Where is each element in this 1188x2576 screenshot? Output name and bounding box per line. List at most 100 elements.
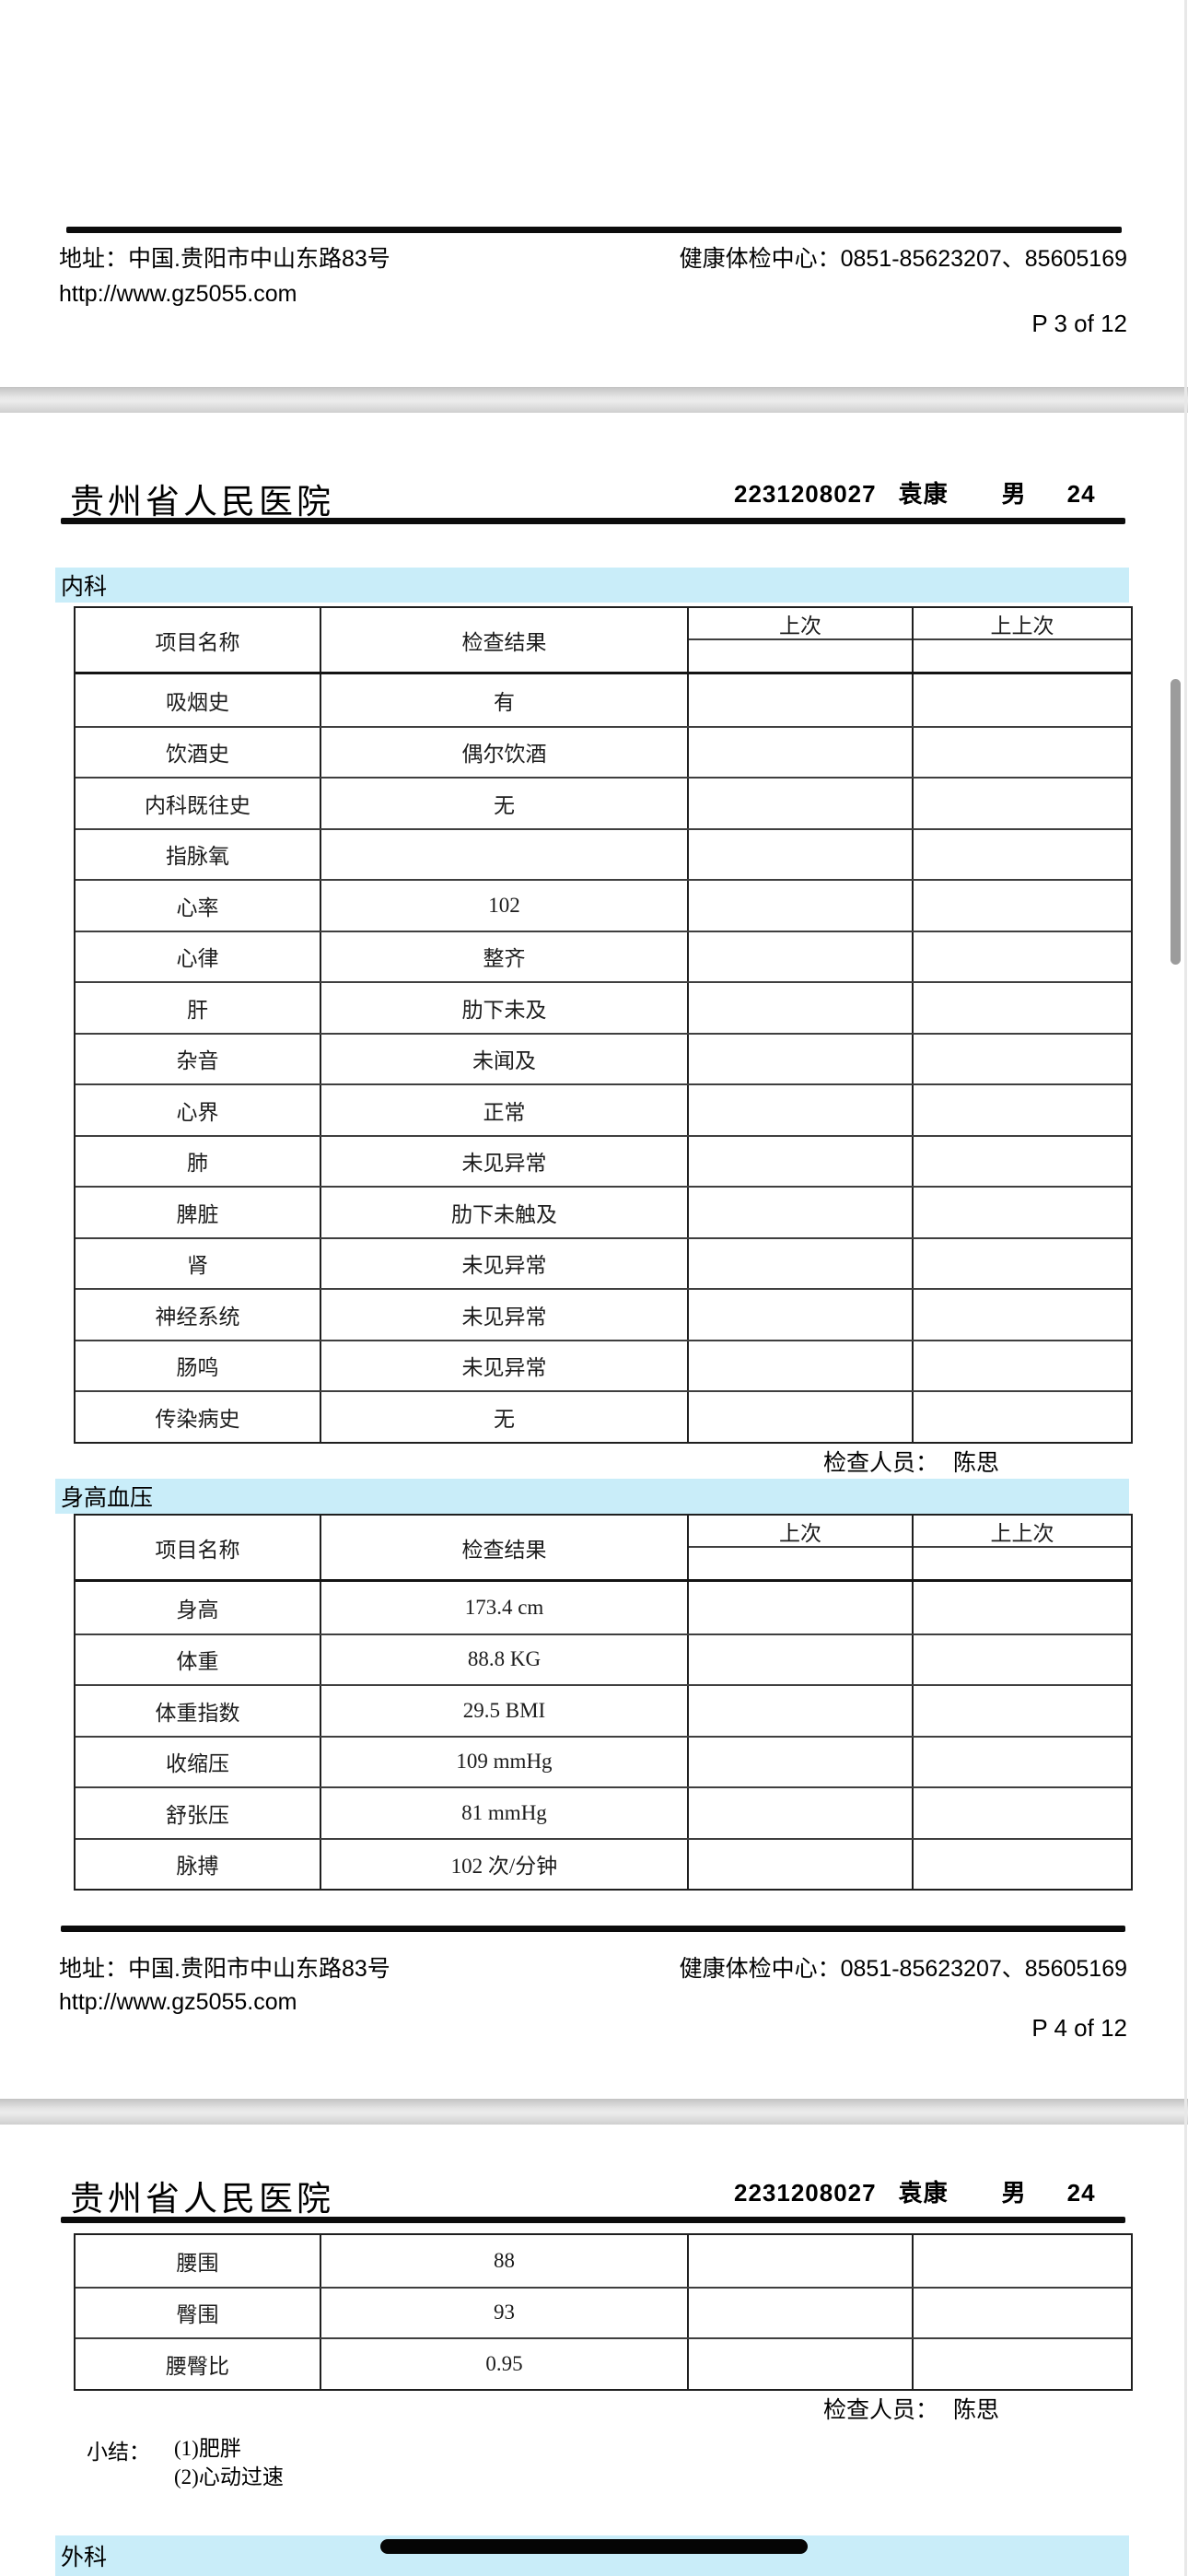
page4-website-text: http://www.gz5055.com <box>59 1989 297 2015</box>
table-row: 心律 整齐 <box>76 930 1131 981</box>
table-row: 腰臀比 0.95 <box>76 2337 1131 2389</box>
result-cell: 93 <box>320 2288 687 2337</box>
previous2-cell <box>912 1788 1131 1838</box>
previous-cell <box>687 931 912 981</box>
table-row: 肾 未见异常 <box>76 1236 1131 1288</box>
previous-cell <box>687 1290 912 1340</box>
examiner-line: 检查人员： 陈思 <box>823 2392 999 2425</box>
result-cell: 102 次/分钟 <box>320 1839 687 1889</box>
previous-cell <box>687 1392 912 1442</box>
previous-cell <box>687 2288 912 2337</box>
patient-gender: 男 <box>1001 2179 1027 2207</box>
table-row: 肠鸣 未见异常 <box>76 1339 1131 1390</box>
result-cell: 0.95 <box>320 2339 687 2389</box>
header-previous-sub <box>689 1548 912 1579</box>
item-name-cell: 内科既往史 <box>145 793 250 817</box>
previous2-cell <box>912 1188 1131 1237</box>
result-cell: 正常 <box>320 1085 687 1135</box>
result-cell: 88 <box>320 2235 687 2287</box>
scrollbar[interactable] <box>1171 679 1181 965</box>
previous-cell <box>687 1085 912 1135</box>
header-result: 检查结果 <box>320 1516 687 1579</box>
page4-phone-text: 健康体检中心：0851-85623207、85605169 <box>679 1956 1127 1982</box>
table-row: 吸烟史 有 <box>76 674 1131 726</box>
home-indicator[interactable] <box>380 2539 808 2554</box>
table-row: 脉搏 102 次/分钟 <box>76 1837 1131 1889</box>
previous2-cell <box>912 1136 1131 1186</box>
page4-footer-rule <box>61 1926 1125 1932</box>
page4-header-rule <box>61 518 1125 524</box>
table-row: 内科既往史 无 <box>76 777 1131 828</box>
previous-cell <box>687 1188 912 1237</box>
previous2-cell <box>912 779 1131 828</box>
patient-info-row: 2231208027 袁康 男 24 <box>734 475 1096 509</box>
patient-gender: 男 <box>1001 480 1027 508</box>
page-separator <box>0 2099 1188 2125</box>
item-name-cell: 指脉氧 <box>166 845 229 869</box>
item-name-cell: 收缩压 <box>166 1752 229 1776</box>
patient-id: 2231208027 <box>734 2179 877 2207</box>
page-separator <box>0 387 1188 413</box>
previous2-cell <box>912 2235 1131 2287</box>
summary-label: 小结： <box>87 2441 150 2464</box>
result-cell <box>320 829 687 879</box>
header-item-name: 项目名称 <box>155 1538 240 1562</box>
table-row: 传染病史 无 <box>76 1390 1131 1442</box>
section-title: 外科 <box>61 2546 108 2570</box>
table-row: 脾脏 肋下未触及 <box>76 1186 1131 1237</box>
previous-cell <box>687 1686 912 1736</box>
page3-page-number: P 3 of 12 <box>1031 310 1127 337</box>
previous2-cell <box>912 1737 1131 1786</box>
page5-header-rule <box>61 2217 1125 2223</box>
result-cell: 无 <box>320 779 687 828</box>
result-cell: 109 mmHg <box>320 1737 687 1786</box>
item-name-cell: 体重 <box>176 1650 219 1674</box>
result-cell: 有 <box>320 674 687 726</box>
item-name-cell: 肺 <box>187 1152 208 1176</box>
item-name-cell: 心率 <box>176 896 219 919</box>
item-name-cell: 肾 <box>187 1254 208 1278</box>
result-cell: 偶尔饮酒 <box>320 727 687 777</box>
examiner-name: 陈思 <box>952 2398 999 2423</box>
table-row: 心率 102 <box>76 879 1131 931</box>
page4-address-text: 地址：中国.贵阳市中山东路83号 <box>59 1956 390 1982</box>
previous2-cell <box>912 674 1131 726</box>
examiner-line: 检查人员： 陈思 <box>823 1445 999 1478</box>
item-name-cell: 腰围 <box>176 2251 219 2275</box>
previous-cell <box>687 983 912 1033</box>
previous-cell <box>687 779 912 828</box>
page4-page-number: P 4 of 12 <box>1031 2014 1127 2042</box>
previous2-cell <box>912 1686 1131 1736</box>
summary-item: (1)肥胖 <box>174 2437 241 2460</box>
summary-items: (1)肥胖 (2)心动过速 <box>174 2434 284 2491</box>
examiner-label: 检查人员： <box>822 2398 938 2423</box>
previous-cell <box>687 1034 912 1083</box>
header-previous2-sub <box>914 640 1131 672</box>
table-row: 体重指数 29.5 BMI <box>76 1684 1131 1736</box>
page3-website-text: http://www.gz5055.com <box>59 281 297 307</box>
header-previous-sub <box>689 640 912 672</box>
previous2-cell <box>912 983 1131 1033</box>
previous-cell <box>687 1788 912 1838</box>
previous-cell <box>687 674 912 726</box>
item-name-cell: 心律 <box>176 947 219 971</box>
result-cell: 肋下未及 <box>320 983 687 1033</box>
result-cell: 未见异常 <box>320 1290 687 1340</box>
table-row: 收缩压 109 mmHg <box>76 1735 1131 1786</box>
previous2-cell <box>912 1290 1131 1340</box>
header-previous: 上次 <box>687 1516 912 1579</box>
item-name-cell: 腰臀比 <box>166 2354 229 2378</box>
item-name-cell: 传染病史 <box>155 1407 240 1431</box>
header-previous2-sub <box>914 1548 1131 1579</box>
examiner-label: 检查人员： <box>822 1451 938 1476</box>
table-row: 体重 88.8 KG <box>76 1633 1131 1684</box>
result-cell: 整齐 <box>320 931 687 981</box>
result-cell: 未见异常 <box>320 1341 687 1390</box>
header-previous2-label: 上上次 <box>914 608 1131 640</box>
result-cell: 81 mmHg <box>320 1788 687 1838</box>
table-body: 吸烟史 有 饮酒史 偶尔饮酒 内科既往史 无 指脉氧 心率 <box>76 674 1131 1442</box>
table-header-row: 项目名称 检查结果 上次 上上次 <box>76 1516 1131 1582</box>
internal-medicine-table: 项目名称 检查结果 上次 上上次 吸烟史 有 饮酒史 偶尔饮酒 <box>74 606 1133 1444</box>
page4-footer-address-row: 地址：中国.贵阳市中山东路83号 健康体检中心：0851-85623207、85… <box>59 1955 1127 1983</box>
summary-item: (2)心动过速 <box>174 2465 284 2488</box>
